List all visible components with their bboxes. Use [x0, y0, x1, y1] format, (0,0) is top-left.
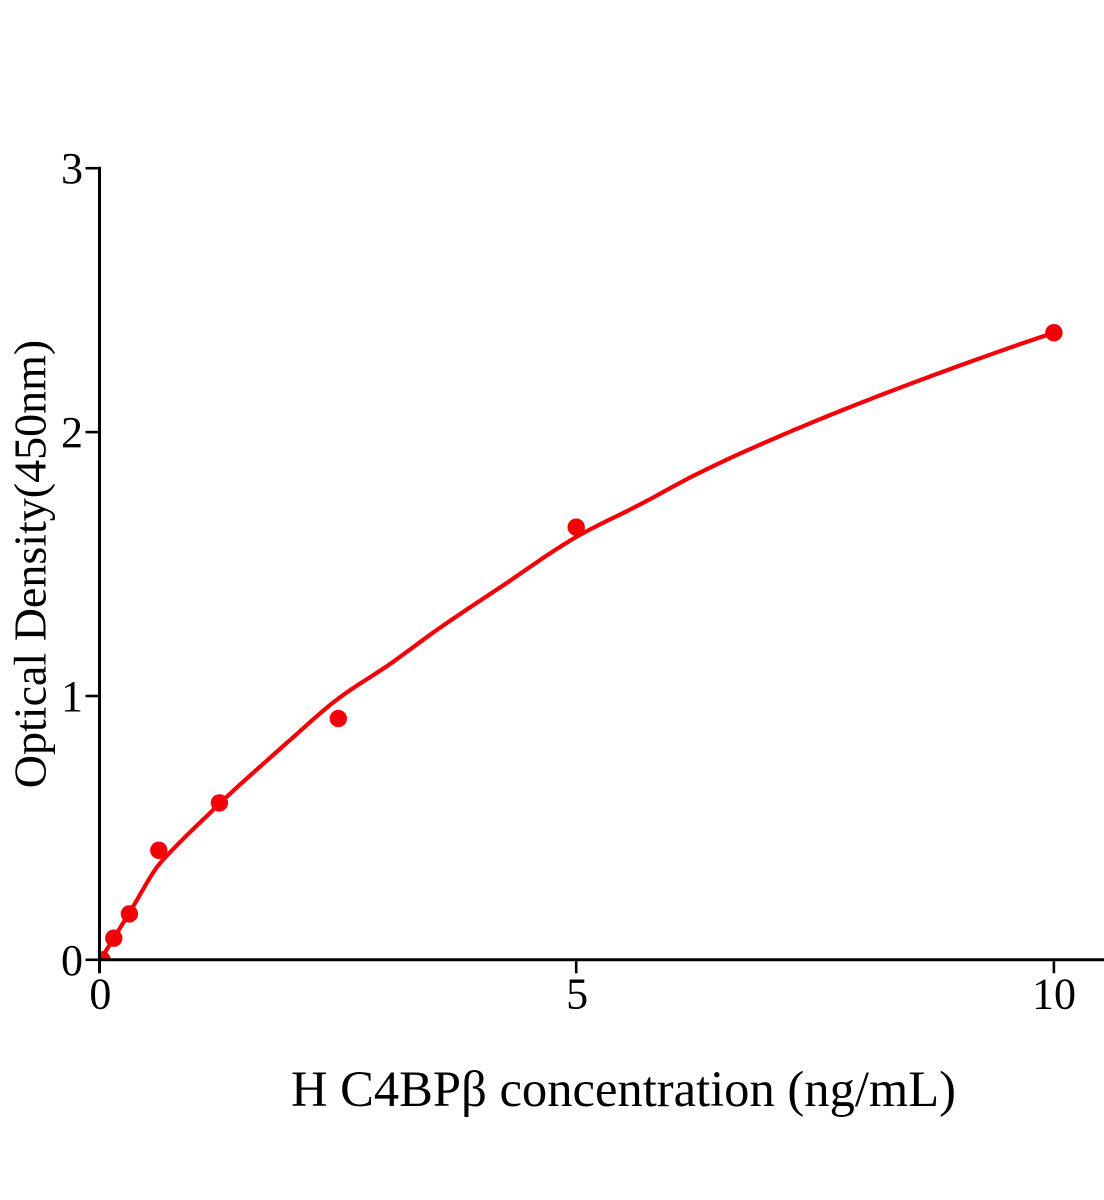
- svg-text:10: 10: [1032, 969, 1076, 1018]
- svg-text:2: 2: [61, 408, 83, 457]
- svg-text:3: 3: [61, 144, 83, 193]
- svg-text:H C4BPβ concentration (ng/mL): H C4BPβ concentration (ng/mL): [291, 1061, 956, 1117]
- svg-text:Optical Density(450nm): Optical Density(450nm): [5, 340, 56, 788]
- svg-text:0: 0: [61, 936, 83, 985]
- svg-text:1: 1: [61, 672, 83, 721]
- svg-text:5: 5: [566, 969, 588, 1018]
- svg-text:0: 0: [89, 969, 111, 1018]
